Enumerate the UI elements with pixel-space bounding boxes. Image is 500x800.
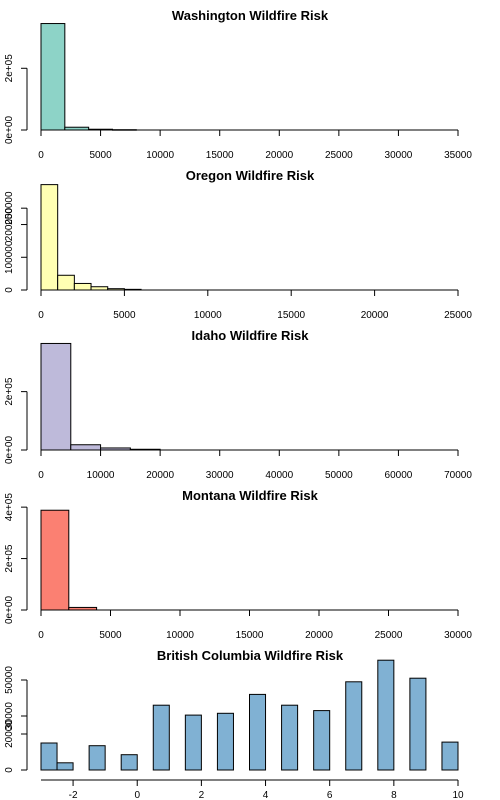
panel-title: British Columbia Wildfire Risk — [157, 648, 344, 663]
histogram-panel: Montana Wildfire Risk 0 5000 10000 15000 2000… — [4, 488, 472, 641]
histogram-bar — [313, 710, 331, 771]
histogram-bar — [249, 693, 267, 771]
x-tick-label: 35000 — [444, 150, 472, 161]
x-tick-label: 0 — [38, 630, 44, 641]
histogram-bar — [345, 681, 363, 771]
x-tick-label: 0 — [134, 790, 140, 800]
y-tick-label: 4e+05 — [4, 493, 15, 522]
histogram-bar — [56, 762, 74, 771]
x-tick-label: 20000 — [361, 310, 389, 321]
x-tick-label: 30000 — [385, 150, 413, 161]
x-tick-label: 10000 — [146, 150, 174, 161]
x-tick-label: 20000 — [305, 630, 333, 641]
y-tick-label: 250000 — [4, 191, 15, 225]
histogram-bar — [57, 274, 75, 291]
histogram-bar — [377, 659, 395, 771]
x-tick-label: 10000 — [166, 630, 194, 641]
x-tick-label: 15000 — [277, 310, 305, 321]
y-tick-label: 0e+00 — [4, 596, 15, 625]
x-tick-label: -2 — [69, 790, 78, 800]
x-tick-label: 30000 — [206, 470, 234, 481]
x-tick-label: 15000 — [236, 630, 264, 641]
histogram-panel: Oregon Wildfire Risk 0 5000 10000 15000 20000… — [4, 168, 472, 321]
x-tick-label: 40000 — [265, 470, 293, 481]
y-tick-label: 200000 — [4, 207, 15, 241]
x-tick-label: 20000 — [265, 150, 293, 161]
histogram-bar — [409, 677, 427, 771]
y-tick-label: 2e+05 — [4, 377, 15, 406]
histogram-bar — [40, 742, 58, 771]
y-tick-label: 30000 — [4, 702, 15, 730]
histogram-bar — [70, 444, 102, 451]
x-tick-label: 10 — [452, 790, 464, 800]
histogram-bar — [73, 282, 92, 291]
x-tick-label: 25000 — [375, 630, 403, 641]
histogram-bar — [40, 509, 70, 611]
histogram-bar — [40, 23, 66, 131]
histogram-bar — [40, 184, 59, 291]
histogram-bar — [441, 741, 459, 771]
histogram-panel: Washington Wildfire Risk 0 5000 10000 15000 2… — [4, 8, 472, 161]
y-tick-label: 2e+05 — [4, 544, 15, 573]
histogram-bar — [40, 342, 72, 451]
histogram-bar — [88, 745, 106, 771]
histogram-bar — [152, 704, 170, 771]
x-tick-label: 25000 — [325, 150, 353, 161]
y-tick-label: 2e+05 — [4, 54, 15, 83]
x-tick-label: 5000 — [89, 150, 112, 161]
panel-title: Idaho Wildfire Risk — [192, 328, 310, 343]
x-tick-label: 0 — [38, 310, 44, 321]
x-tick-label: 10000 — [194, 310, 222, 321]
histogram-bar — [184, 714, 202, 771]
y-tick-label: 0e+00 — [4, 436, 15, 465]
y-tick-label: 0 — [4, 767, 15, 773]
histogram-panel: British Columbia Wildfire Risk -2 0 2 4 6 8 10 0… — [4, 648, 464, 800]
x-tick-label: 4 — [263, 790, 269, 800]
x-tick-label: 50000 — [325, 470, 353, 481]
panel-title: Oregon Wildfire Risk — [186, 168, 315, 183]
y-tick-label: 50000 — [4, 666, 15, 694]
x-tick-label: 5000 — [99, 630, 122, 641]
histogram-panel: Idaho Wildfire Risk 0 10000 20000 30000 40000… — [4, 328, 472, 481]
x-tick-label: 8 — [391, 790, 397, 800]
x-tick-label: 15000 — [206, 150, 234, 161]
x-tick-label: 60000 — [385, 470, 413, 481]
panel-title: Montana Wildfire Risk — [182, 488, 318, 503]
x-tick-label: 30000 — [444, 630, 472, 641]
x-tick-label: 25000 — [444, 310, 472, 321]
x-tick-label: 20000 — [146, 470, 174, 481]
panel-title: Washington Wildfire Risk — [172, 8, 329, 23]
y-tick-label: 100000 — [4, 240, 15, 274]
histogram-bar — [216, 712, 234, 771]
x-tick-label: 10000 — [87, 470, 115, 481]
histogram-bar — [120, 754, 138, 771]
x-tick-label: 6 — [327, 790, 333, 800]
x-tick-label: 0 — [38, 470, 44, 481]
x-tick-label: 0 — [38, 150, 44, 161]
x-tick-label: 2 — [199, 790, 205, 800]
x-tick-label: 5000 — [113, 310, 136, 321]
x-tick-label: 70000 — [444, 470, 472, 481]
y-tick-label: 0 — [4, 287, 15, 293]
y-tick-label: 20000 — [4, 720, 15, 748]
y-tick-label: 0e+00 — [4, 116, 15, 145]
histogram-bar — [281, 704, 299, 771]
